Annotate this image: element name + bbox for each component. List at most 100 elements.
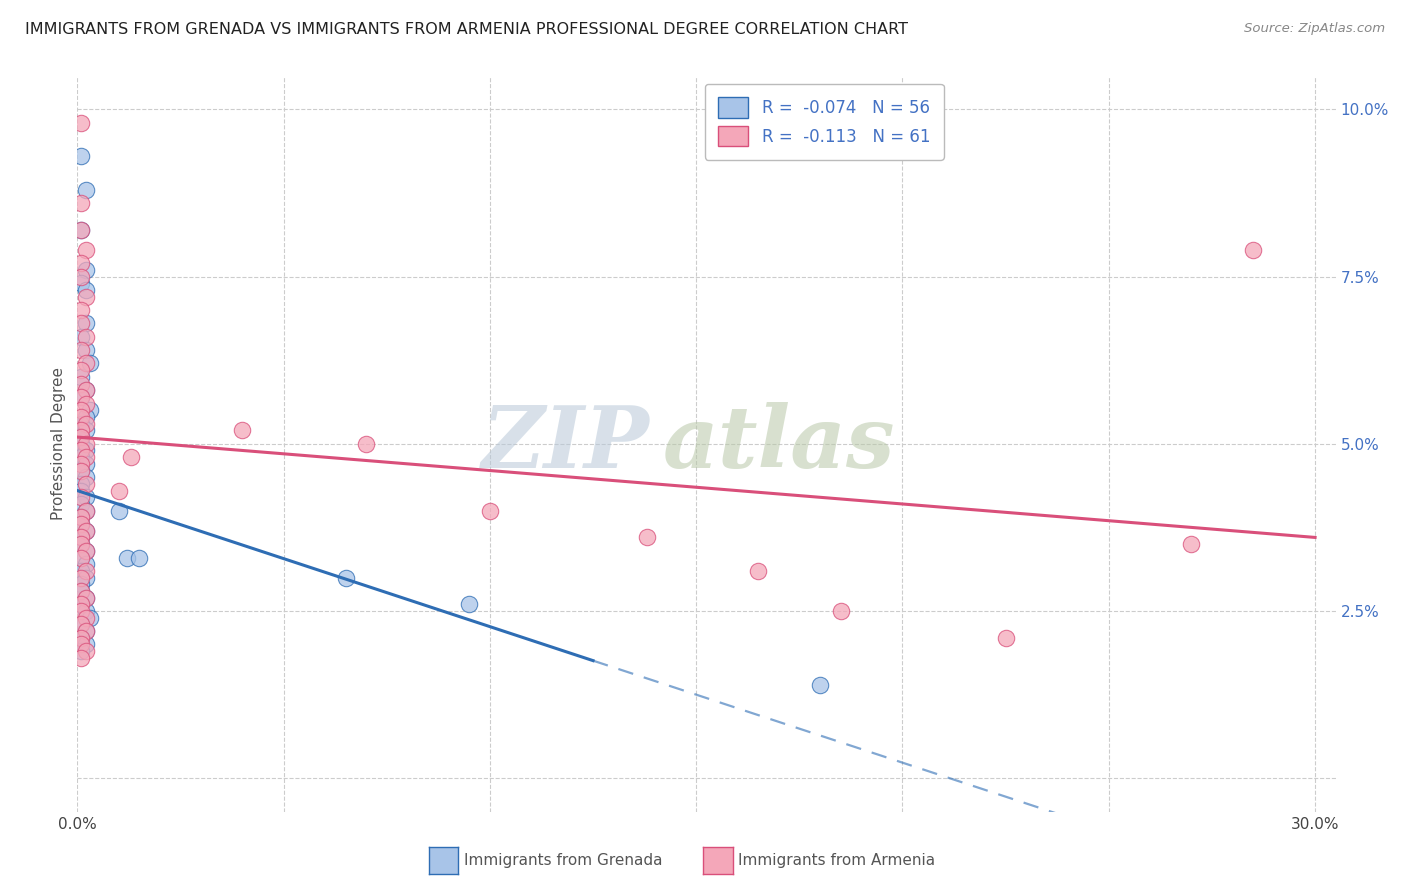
Point <box>231 424 253 438</box>
Point <box>75 503 97 517</box>
Point <box>79 403 101 417</box>
Point <box>70 537 93 551</box>
Point <box>335 571 357 585</box>
Point <box>75 476 97 491</box>
Point <box>70 196 93 211</box>
Point <box>75 410 97 425</box>
Point <box>70 302 93 317</box>
Point <box>70 464 93 478</box>
Point <box>1180 537 1202 551</box>
Point <box>70 269 93 284</box>
Point <box>70 222 93 236</box>
Point <box>1241 243 1264 257</box>
Point <box>70 571 93 585</box>
Point <box>70 369 93 384</box>
Point <box>70 317 93 331</box>
Point <box>75 183 97 197</box>
Point <box>70 410 93 425</box>
Point <box>70 517 93 532</box>
Point <box>75 396 97 410</box>
Point <box>75 610 97 624</box>
Point <box>70 530 93 544</box>
Point <box>79 356 101 371</box>
Point <box>120 450 142 464</box>
Point <box>70 403 93 417</box>
Point <box>70 363 93 377</box>
Point <box>70 443 93 458</box>
Point <box>75 243 97 257</box>
Point <box>75 543 97 558</box>
Point <box>70 517 93 532</box>
Point <box>70 644 93 658</box>
Point <box>75 330 97 344</box>
Point <box>75 417 97 431</box>
Point <box>70 222 93 236</box>
Point <box>75 637 97 651</box>
Point <box>70 430 93 444</box>
Point <box>458 598 481 612</box>
Point <box>70 510 93 524</box>
Point <box>70 424 93 438</box>
Point <box>75 604 97 618</box>
Point <box>70 115 93 129</box>
Point <box>75 524 97 538</box>
Point <box>70 330 93 344</box>
Point <box>75 564 97 578</box>
Point <box>70 450 93 464</box>
Point <box>70 510 93 524</box>
Point <box>70 490 93 504</box>
Point <box>75 457 97 471</box>
Point <box>70 617 93 632</box>
Text: Source: ZipAtlas.com: Source: ZipAtlas.com <box>1244 22 1385 36</box>
Point <box>70 277 93 291</box>
Point <box>830 604 852 618</box>
Point <box>75 591 97 605</box>
Point <box>70 417 93 431</box>
Point <box>70 564 93 578</box>
Point <box>994 631 1017 645</box>
Point <box>354 436 377 450</box>
Point <box>107 503 129 517</box>
Point <box>75 283 97 297</box>
Point <box>70 390 93 404</box>
Point <box>75 317 97 331</box>
Point <box>115 550 138 565</box>
Point <box>75 384 97 398</box>
Point <box>636 530 658 544</box>
Text: IMMIGRANTS FROM GRENADA VS IMMIGRANTS FROM ARMENIA PROFESSIONAL DEGREE CORRELATI: IMMIGRANTS FROM GRENADA VS IMMIGRANTS FR… <box>25 22 908 37</box>
Point <box>478 503 501 517</box>
Point <box>70 149 93 163</box>
Point <box>128 550 150 565</box>
Point <box>70 256 93 270</box>
Point <box>70 631 93 645</box>
Point <box>70 550 93 565</box>
Y-axis label: Professional Degree: Professional Degree <box>51 368 66 520</box>
Point <box>70 483 93 498</box>
Point <box>70 583 93 598</box>
Point <box>70 464 93 478</box>
Point <box>107 483 129 498</box>
Point <box>75 644 97 658</box>
Point <box>75 571 97 585</box>
Point <box>70 436 93 450</box>
Point <box>70 457 93 471</box>
Point <box>79 610 101 624</box>
Point <box>747 564 769 578</box>
Legend: R =  -0.074   N = 56, R =  -0.113   N = 61: R = -0.074 N = 56, R = -0.113 N = 61 <box>704 84 943 160</box>
Point <box>70 530 93 544</box>
Point <box>70 476 93 491</box>
Point <box>70 631 93 645</box>
Point <box>75 356 97 371</box>
Point <box>75 490 97 504</box>
Point <box>70 497 93 511</box>
Point <box>75 343 97 358</box>
Point <box>75 524 97 538</box>
Point <box>70 390 93 404</box>
Point <box>70 583 93 598</box>
Point <box>75 436 97 450</box>
Point <box>70 430 93 444</box>
Point <box>75 591 97 605</box>
Point <box>75 289 97 303</box>
Point <box>75 624 97 639</box>
Point <box>808 678 831 692</box>
